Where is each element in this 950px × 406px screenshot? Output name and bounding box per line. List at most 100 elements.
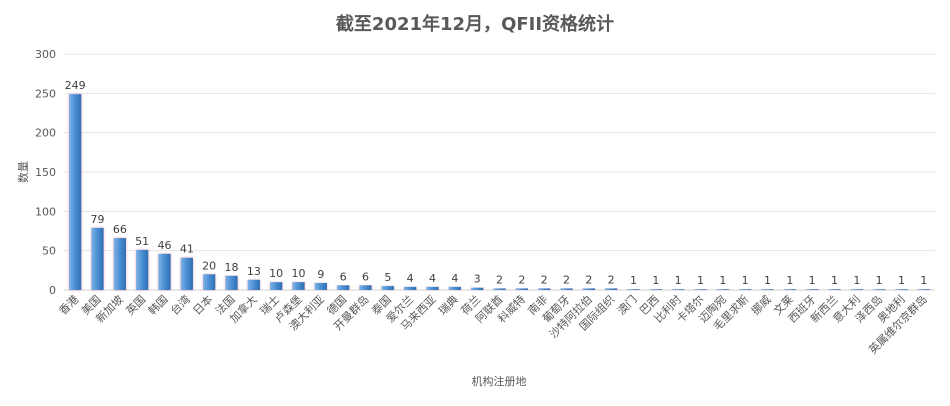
data-label: 4 [407, 272, 414, 285]
data-label: 10 [292, 267, 306, 280]
data-label: 5 [384, 271, 391, 284]
bar-19 [493, 288, 506, 290]
data-label: 1 [920, 274, 927, 287]
data-label: 2 [563, 273, 570, 286]
bar-30 [739, 289, 752, 291]
y-tick-label: 50 [42, 245, 56, 258]
data-label: 2 [496, 273, 503, 286]
bar-22 [560, 288, 573, 290]
data-label: 41 [180, 243, 194, 256]
bar-38 [917, 289, 930, 291]
bar-34 [828, 289, 841, 291]
bars [69, 94, 930, 291]
bar-14 [381, 286, 394, 290]
x-tick-label: 日本 [190, 292, 215, 317]
bar-8 [247, 279, 260, 290]
x-axis-title: 机构注册地 [472, 374, 527, 388]
data-label: 4 [451, 272, 458, 285]
bar-0 [69, 94, 82, 291]
data-label: 1 [831, 274, 838, 287]
chart-title: 截至2021年12月，QFII资格统计 [336, 13, 614, 35]
bar-26 [649, 289, 662, 291]
data-label: 13 [247, 265, 261, 278]
bar-10 [292, 282, 305, 290]
bar-9 [270, 282, 283, 290]
y-tick-label: 0 [49, 284, 56, 297]
x-tick-label: 韩国 [145, 292, 170, 317]
bar-36 [873, 289, 886, 291]
x-tick-label: 英国 [123, 292, 148, 317]
data-label: 2 [585, 273, 592, 286]
bar-4 [158, 253, 171, 290]
bar-12 [337, 285, 350, 290]
bar-3 [136, 249, 149, 290]
y-axis-title: 数量 [17, 161, 30, 183]
data-label: 2 [608, 273, 615, 286]
bar-20 [515, 288, 528, 290]
bar-17 [448, 286, 461, 290]
bar-37 [895, 289, 908, 291]
data-label: 1 [742, 274, 749, 287]
bar-11 [314, 282, 327, 290]
x-tick-label: 香港 [57, 293, 82, 318]
y-tick-label: 150 [35, 166, 56, 179]
data-label: 1 [675, 274, 682, 287]
data-label: 1 [853, 274, 860, 287]
y-tick-label: 250 [35, 87, 56, 100]
data-label: 249 [65, 79, 86, 92]
x-axis-ticks: 香港美国新加坡英国韩国台湾日本法国加拿大瑞士卢森堡澳大利亚德国开曼群岛泰国爱尔兰… [57, 292, 930, 356]
bar-35 [850, 289, 863, 291]
bar-28 [694, 289, 707, 291]
data-label: 2 [518, 273, 525, 286]
bar-21 [538, 288, 551, 290]
bar-18 [471, 287, 484, 290]
x-tick-label: 瑞典 [435, 292, 460, 317]
bar-7 [225, 275, 238, 290]
bar-33 [806, 289, 819, 291]
bar-13 [359, 285, 372, 290]
x-tick-label: 澳门 [614, 292, 639, 317]
data-label: 1 [764, 274, 771, 287]
data-label: 9 [317, 268, 324, 281]
data-label: 10 [269, 267, 283, 280]
bar-29 [716, 289, 729, 291]
bar-24 [605, 288, 618, 290]
y-tick-label: 100 [35, 205, 56, 218]
bar-2 [113, 238, 126, 290]
bar-1 [91, 227, 104, 290]
bar-32 [783, 289, 796, 291]
data-label: 2 [541, 273, 548, 286]
data-label: 46 [158, 239, 172, 252]
gridlines [64, 53, 935, 291]
x-tick-label: 挪威 [748, 292, 773, 317]
bar-23 [582, 288, 595, 290]
bar-31 [761, 289, 774, 291]
data-label: 3 [474, 273, 481, 286]
bar-27 [672, 289, 685, 291]
data-label: 1 [719, 274, 726, 287]
data-label: 4 [429, 272, 436, 285]
bar-6 [203, 274, 216, 290]
data-label: 1 [652, 274, 659, 287]
data-label: 1 [786, 274, 793, 287]
x-tick-label: 台湾 [167, 292, 192, 317]
y-axis-ticks: 0 50 100 150 200 250 300 [35, 48, 56, 297]
bar-5 [180, 257, 193, 290]
bar-15 [404, 286, 417, 290]
data-label: 6 [362, 270, 369, 283]
data-label: 1 [809, 274, 816, 287]
bar-16 [426, 286, 439, 290]
y-tick-label: 300 [35, 48, 56, 61]
y-tick-label: 200 [35, 127, 56, 140]
data-label: 1 [697, 274, 704, 287]
data-label: 79 [91, 213, 105, 226]
data-label: 1 [876, 274, 883, 287]
data-label: 6 [340, 270, 347, 283]
bar-25 [627, 289, 640, 291]
data-label: 20 [202, 259, 216, 272]
data-label: 18 [225, 261, 239, 274]
data-label: 1 [630, 274, 637, 287]
